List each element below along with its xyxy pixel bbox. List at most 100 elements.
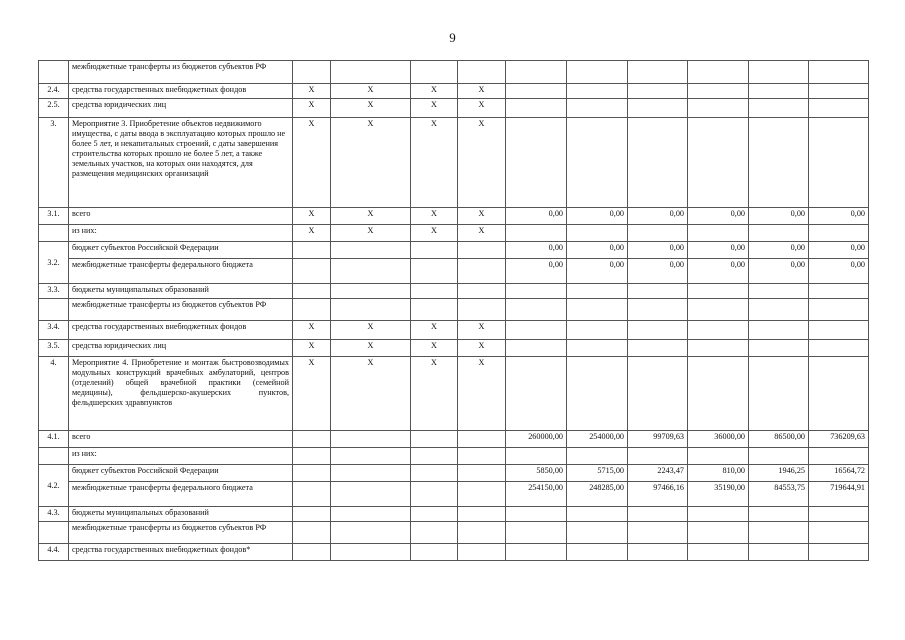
x-mark-cell: [410, 521, 458, 544]
value-cell: 0,00: [627, 258, 688, 284]
value-cell: [627, 224, 688, 242]
x-mark-cell: [410, 430, 458, 448]
x-mark-cell: [292, 283, 331, 299]
value-cell: [566, 543, 628, 561]
row-number-cell: 4.2.: [38, 464, 69, 507]
value-cell: [808, 543, 869, 561]
value-cell: 0,00: [808, 258, 869, 284]
table-row: 3.4. средства государственных внебюджетны…: [38, 320, 869, 340]
row-number-cell: 3.1.: [38, 207, 69, 225]
x-mark-cell: [457, 481, 506, 507]
x-mark-cell: [330, 241, 411, 259]
value-cell: [566, 356, 628, 431]
table-row: 4.2. бюджет субъектов Российской Федераци…: [38, 464, 869, 507]
x-mark-cell: [292, 241, 331, 259]
value-cell: 97466,16: [627, 481, 688, 507]
row-description-cell: всего: [68, 207, 293, 225]
row-description-cell: из них:: [68, 224, 293, 242]
x-mark-cell: [330, 543, 411, 561]
value-cell: [687, 447, 749, 465]
row-description-cell: межбюджетные трансферты федерального бюд…: [68, 258, 293, 284]
table-row: 4.1. всего 260000,00 254000,00 99709,63 36000…: [38, 430, 869, 448]
x-mark-cell: [410, 506, 458, 522]
value-cell: 0,00: [627, 241, 688, 259]
value-cell: [687, 521, 749, 544]
row-number-cell: 4.4.: [38, 543, 69, 561]
value-cell: [566, 521, 628, 544]
row-description-cell: Мероприятие 4. Приобретение и монтаж быс…: [68, 356, 293, 431]
table-row: 4. Мероприятие 4. Приобретение и монтаж б…: [38, 356, 869, 431]
value-cell: 0,00: [566, 241, 628, 259]
row-number-cell: 3.: [38, 117, 69, 208]
value-cell: 0,00: [687, 241, 749, 259]
value-cell: 0,00: [808, 207, 869, 225]
row-number-cell: [38, 447, 69, 465]
value-cell: [748, 339, 809, 357]
value-cell: 35190,00: [687, 481, 749, 507]
value-cell: [627, 298, 688, 321]
table-row: 3.1. всего X X X X 0,00 0,00 0,00 0,00 0,00 0,00: [38, 207, 869, 225]
x-mark-cell: [457, 430, 506, 448]
value-cell: [808, 117, 869, 208]
x-mark-cell: X: [292, 224, 331, 242]
x-mark-cell: [457, 521, 506, 544]
value-cell: [627, 339, 688, 357]
x-mark-cell: [330, 506, 411, 522]
x-mark-cell: X: [330, 339, 411, 357]
row-number-cell: [38, 298, 69, 321]
value-cell: [505, 117, 567, 208]
x-mark-cell: X: [292, 356, 331, 431]
x-mark-cell: [292, 60, 331, 84]
x-mark-cell: [330, 60, 411, 84]
value-cell: [627, 543, 688, 561]
x-mark-cell: [330, 298, 411, 321]
x-mark-cell: X: [457, 320, 506, 340]
value-cell: [505, 356, 567, 431]
funding-table: межбюджетные трансферты из бюджетов субъ…: [38, 60, 869, 561]
row-number-cell: 3.3.: [38, 283, 69, 299]
value-cell: 0,00: [687, 258, 749, 284]
value-cell: [687, 298, 749, 321]
x-mark-cell: [457, 447, 506, 465]
x-mark-cell: X: [457, 224, 506, 242]
x-mark-cell: [330, 430, 411, 448]
row-description-cell: бюджеты муниципальных образований: [68, 506, 293, 522]
value-cell: 719644,91: [808, 481, 869, 507]
value-cell: [627, 83, 688, 99]
x-mark-cell: X: [330, 207, 411, 225]
value-cell: [748, 298, 809, 321]
x-mark-cell: X: [410, 117, 458, 208]
row-description-cell: из них:: [68, 447, 293, 465]
x-mark-cell: X: [457, 98, 506, 118]
value-cell: [808, 506, 869, 522]
value-cell: [748, 320, 809, 340]
value-cell: 0,00: [748, 241, 809, 259]
x-mark-cell: [457, 283, 506, 299]
row-description-cell: средства юридических лиц: [68, 339, 293, 357]
value-cell: 260000,00: [505, 430, 567, 448]
value-cell: 0,00: [566, 258, 628, 284]
x-mark-cell: X: [457, 207, 506, 225]
value-cell: [748, 117, 809, 208]
value-cell: [627, 356, 688, 431]
x-mark-cell: X: [330, 224, 411, 242]
value-cell: [566, 283, 628, 299]
x-mark-cell: [292, 543, 331, 561]
value-cell: [505, 83, 567, 99]
table-row: 2.5. средства юридических лиц X X X X: [38, 98, 869, 118]
x-mark-cell: [410, 283, 458, 299]
value-cell: 0,00: [748, 207, 809, 225]
value-cell: [627, 521, 688, 544]
value-cell: [808, 224, 869, 242]
value-cell: [748, 283, 809, 299]
table-row: межбюджетные трансферты из бюджетов субъ…: [38, 521, 869, 544]
value-cell: [687, 356, 749, 431]
x-mark-cell: [330, 447, 411, 465]
value-cell: 248285,00: [566, 481, 628, 507]
x-mark-cell: X: [330, 98, 411, 118]
value-cell: [505, 298, 567, 321]
value-cell: [505, 339, 567, 357]
x-mark-cell: [410, 464, 458, 482]
row-description-cell: межбюджетные трансферты федерального бюд…: [68, 481, 293, 507]
table-row: 3.3. бюджеты муниципальных образований: [38, 283, 869, 299]
